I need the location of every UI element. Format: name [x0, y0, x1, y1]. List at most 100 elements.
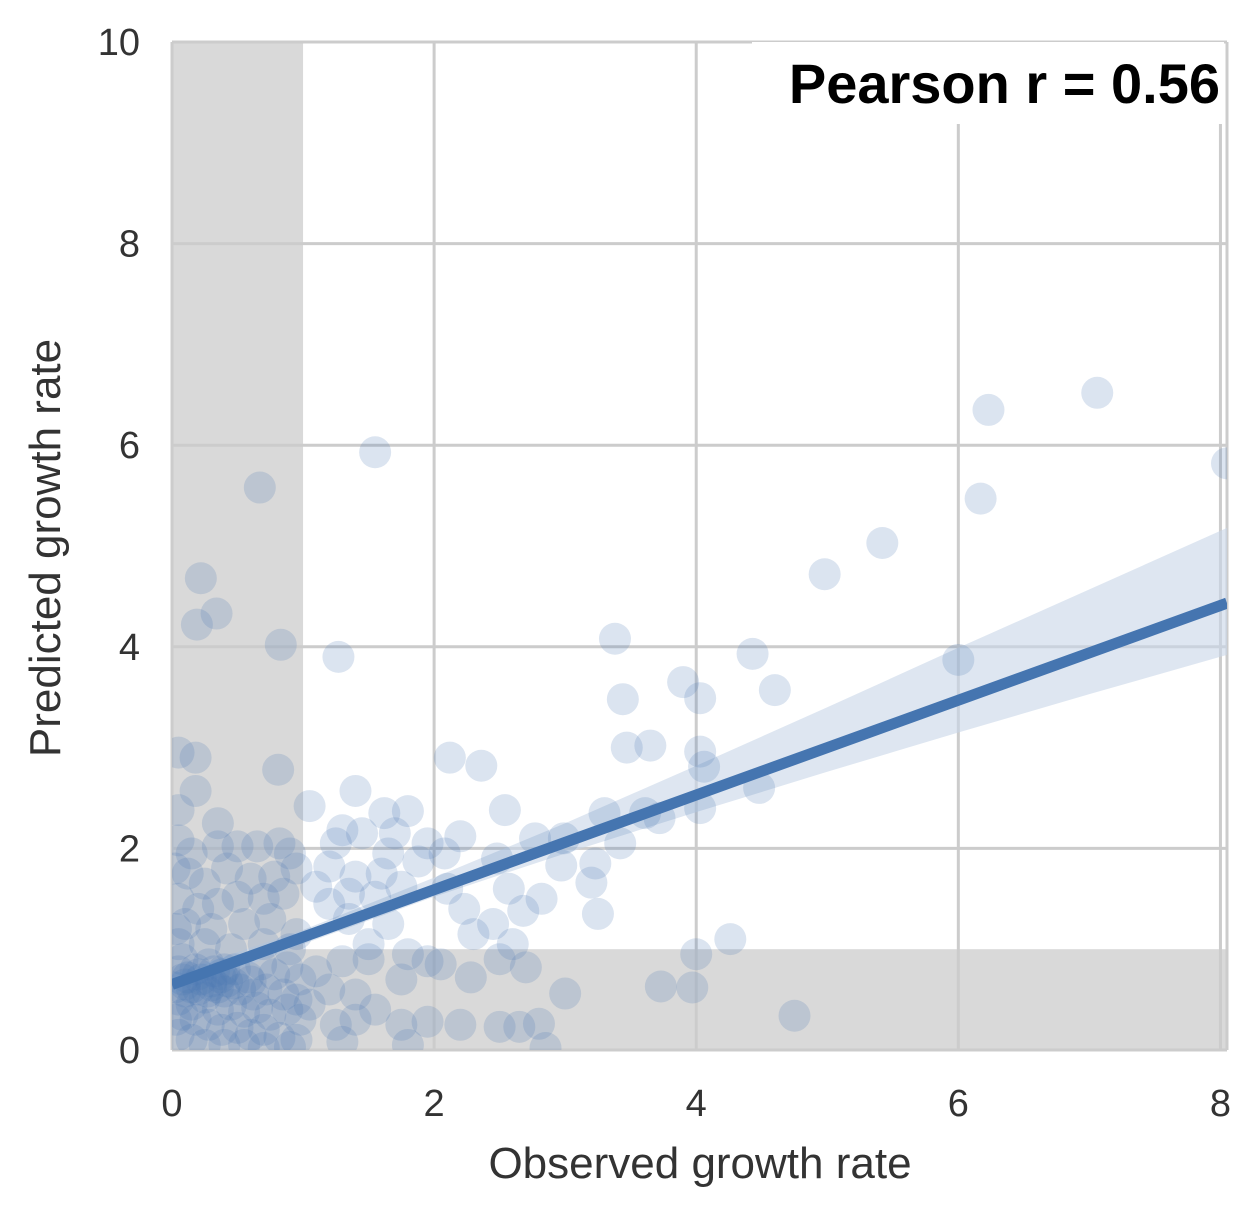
- data-point: [1081, 376, 1114, 409]
- data-point: [232, 961, 265, 994]
- data-point: [228, 908, 261, 940]
- data-point: [172, 928, 195, 961]
- data-point: [676, 971, 709, 1004]
- annotation-layer: Pearson r = 0.56: [752, 42, 1224, 124]
- data-point: [411, 1005, 444, 1038]
- data-point: [391, 795, 424, 828]
- data-point: [326, 945, 359, 978]
- data-point: [221, 1011, 254, 1044]
- data-point: [228, 995, 261, 1028]
- data-point: [195, 913, 228, 946]
- data-point: [273, 837, 306, 870]
- data-point: [444, 820, 477, 853]
- data-point: [549, 977, 582, 1010]
- data-point: [525, 882, 558, 915]
- data-point: [247, 1031, 280, 1050]
- data-point: [205, 1013, 238, 1046]
- data-point: [448, 892, 481, 925]
- data-point: [267, 978, 300, 1011]
- data-point: [433, 741, 466, 774]
- data-point: [378, 817, 411, 850]
- data-point: [391, 1028, 424, 1050]
- data-point: [326, 1025, 359, 1050]
- data-point: [598, 622, 631, 655]
- data-point: [179, 741, 212, 774]
- data-point: [322, 640, 355, 673]
- data-point: [339, 1003, 372, 1036]
- data-point: [234, 1018, 267, 1050]
- data-point: [188, 928, 221, 961]
- data-point: [313, 850, 346, 883]
- data-point: [172, 998, 199, 1031]
- data-point: [172, 824, 195, 857]
- data-point: [250, 973, 283, 1006]
- data-point: [172, 852, 191, 885]
- data-point: [365, 857, 398, 890]
- data-point: [191, 975, 224, 1008]
- data-point: [808, 558, 841, 591]
- data-point: [201, 830, 234, 863]
- data-point: [688, 750, 721, 783]
- data-point: [346, 817, 379, 850]
- tick-labels: 0 2 4 6 8 0 2 4 6 8 10: [98, 22, 1231, 1125]
- data-point: [634, 729, 667, 762]
- data-point: [284, 963, 317, 996]
- data-point: [339, 860, 372, 893]
- confidence-band-layer: [172, 527, 1227, 995]
- annotation-background: [752, 42, 1224, 124]
- data-point: [372, 908, 405, 940]
- data-point: [172, 908, 202, 940]
- data-point: [264, 628, 297, 661]
- data-point: [529, 1031, 562, 1050]
- data-point: [483, 943, 516, 976]
- data-point: [262, 753, 295, 786]
- data-point: [339, 978, 372, 1011]
- data-point: [221, 830, 254, 863]
- data-point: [179, 774, 212, 807]
- data-point: [332, 877, 365, 910]
- data-point: [509, 951, 542, 984]
- data-point: [172, 794, 195, 827]
- data-point: [454, 961, 487, 994]
- x-tick-label: 2: [424, 1083, 445, 1125]
- data-point: [192, 1008, 225, 1041]
- y-tick-label: 0: [119, 1030, 140, 1072]
- data-point: [293, 988, 326, 1021]
- data-point: [280, 983, 313, 1016]
- data-point: [457, 918, 490, 951]
- data-point: [736, 637, 769, 670]
- shaded-regions: [172, 42, 1227, 1050]
- data-point: [604, 827, 637, 860]
- data-point: [180, 608, 213, 641]
- data-point: [465, 749, 498, 782]
- data-point: [188, 867, 221, 900]
- data-point: [496, 928, 529, 961]
- data-point: [503, 1010, 536, 1043]
- data-point: [644, 970, 677, 1003]
- data-point: [179, 1003, 212, 1036]
- data-point: [313, 887, 346, 920]
- data-point: [507, 894, 540, 927]
- data-point: [684, 682, 717, 715]
- data-point: [208, 975, 241, 1008]
- data-point: [300, 955, 333, 988]
- data-point: [172, 943, 199, 976]
- data-point: [258, 860, 291, 893]
- data-point: [778, 999, 811, 1032]
- data-point: [385, 963, 418, 996]
- data-point: [211, 965, 244, 998]
- data-point: [477, 908, 510, 940]
- data-point: [579, 847, 612, 880]
- y-tick-label: 8: [119, 224, 140, 266]
- data-point: [214, 988, 247, 1021]
- data-point: [241, 830, 274, 863]
- data-point: [172, 1003, 192, 1036]
- data-point: [488, 794, 521, 827]
- data-point: [359, 436, 392, 469]
- data-point: [972, 393, 1005, 426]
- data-point: [247, 1013, 280, 1046]
- data-point: [273, 1030, 306, 1050]
- data-point: [263, 827, 296, 860]
- data-point: [263, 1021, 296, 1050]
